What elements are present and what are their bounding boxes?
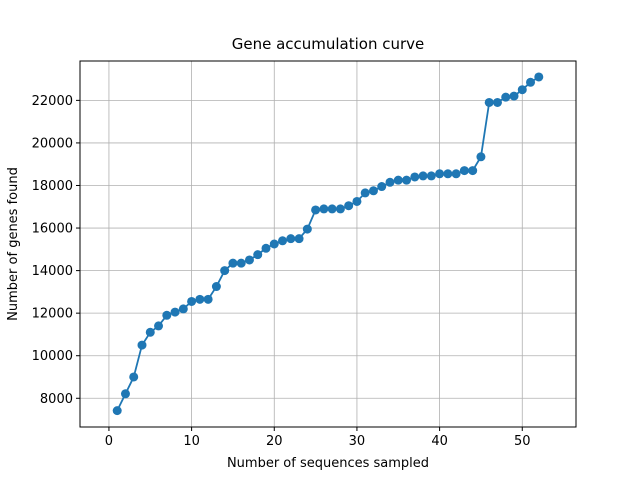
data-point xyxy=(492,97,502,107)
y-tick-label: 20000 xyxy=(32,136,73,151)
data-point xyxy=(476,152,486,162)
data-point xyxy=(451,169,461,179)
data-point xyxy=(509,91,519,101)
y-tick-label: 8000 xyxy=(40,392,73,407)
data-point xyxy=(501,92,511,102)
data-point xyxy=(187,296,197,306)
y-tick-label: 18000 xyxy=(32,179,73,194)
y-axis-label: Number of genes found xyxy=(6,167,21,321)
x-tick-label: 30 xyxy=(349,434,366,449)
x-tick-label: 40 xyxy=(431,434,448,449)
data-point xyxy=(344,201,354,211)
data-point xyxy=(418,171,428,181)
data-point xyxy=(360,188,370,198)
data-point xyxy=(468,166,478,176)
data-point xyxy=(410,172,420,182)
data-point xyxy=(112,406,122,416)
data-point xyxy=(236,258,246,268)
data-point xyxy=(162,310,172,320)
data-point xyxy=(484,97,494,107)
data-point xyxy=(120,389,130,399)
data-point xyxy=(154,321,164,331)
data-point xyxy=(253,250,263,260)
data-point xyxy=(526,77,536,87)
y-tick-label: 16000 xyxy=(32,222,73,237)
x-tick-label: 20 xyxy=(266,434,283,449)
data-point xyxy=(137,340,147,350)
data-point xyxy=(393,175,403,185)
data-point xyxy=(220,266,230,276)
y-tick-label: 12000 xyxy=(32,307,73,322)
x-tick-label: 10 xyxy=(183,434,200,449)
data-point xyxy=(302,224,312,234)
data-point xyxy=(170,307,180,317)
data-point xyxy=(278,236,288,246)
data-point xyxy=(311,205,321,215)
data-point xyxy=(294,234,304,244)
data-point xyxy=(228,258,238,268)
data-point xyxy=(319,204,329,214)
x-tick-label: 0 xyxy=(105,434,113,449)
data-point xyxy=(178,304,188,314)
data-point xyxy=(377,182,387,192)
data-point xyxy=(244,255,254,265)
data-point xyxy=(459,166,469,176)
data-point xyxy=(435,169,445,179)
data-point xyxy=(286,234,296,244)
data-point xyxy=(443,169,453,179)
data-point xyxy=(352,196,362,206)
series-layer xyxy=(112,72,544,416)
data-point xyxy=(368,186,378,196)
x-axis-label: Number of sequences sampled xyxy=(227,456,429,471)
data-point xyxy=(534,72,544,82)
data-point xyxy=(426,171,436,181)
data-point xyxy=(327,204,337,214)
data-point xyxy=(385,177,395,187)
data-point xyxy=(517,85,527,95)
data-point xyxy=(269,239,279,249)
y-tick-label: 22000 xyxy=(32,94,73,109)
plot-frame xyxy=(79,60,577,428)
data-point xyxy=(145,327,155,337)
data-point xyxy=(211,282,221,292)
y-tick-label: 14000 xyxy=(32,264,73,279)
y-tick-label: 10000 xyxy=(32,349,73,364)
x-tick-label: 50 xyxy=(514,434,531,449)
data-point xyxy=(129,372,139,382)
data-point xyxy=(203,294,213,304)
tick-layer: 0 10 20 30 40 50 8000 10000 12000 14000 16000 18000… xyxy=(32,94,531,449)
grid xyxy=(80,61,576,427)
chart-title: Gene accumulation curve xyxy=(232,35,425,53)
series-line xyxy=(116,76,540,412)
data-point xyxy=(402,175,412,185)
data-point xyxy=(195,294,205,304)
data-point xyxy=(335,204,345,214)
data-point xyxy=(261,243,271,253)
